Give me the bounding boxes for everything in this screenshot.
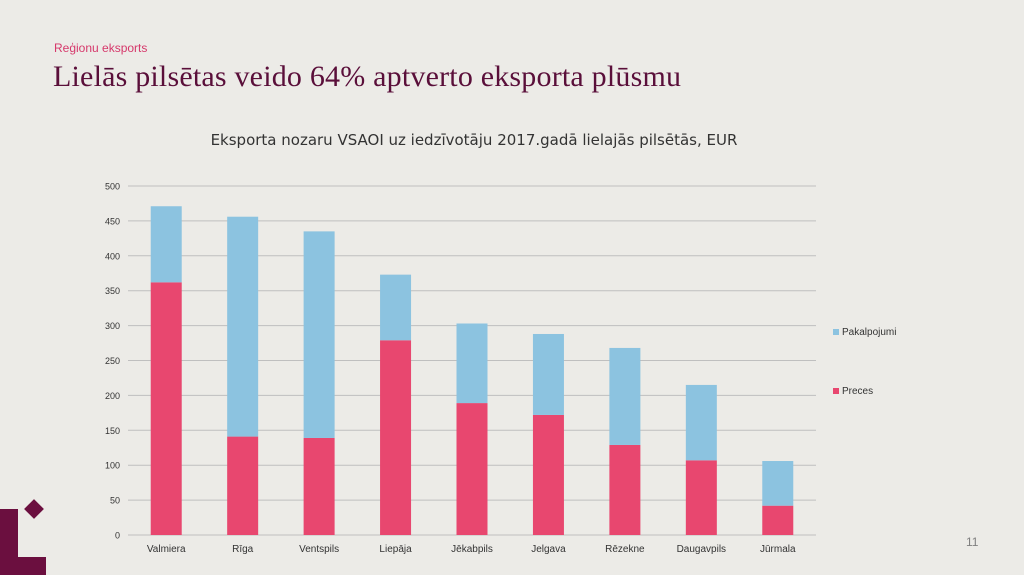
y-tick-label: 250 bbox=[105, 356, 120, 366]
bar-pakalpojumi bbox=[303, 231, 335, 438]
y-tick-label: 400 bbox=[105, 251, 120, 261]
chart-title: Eksporta nozaru VSAOI uz iedzīvotāju 201… bbox=[210, 131, 738, 149]
bar-pakalpojumi bbox=[762, 461, 794, 506]
logo-diamond bbox=[24, 499, 44, 519]
bar-pakalpojumi bbox=[227, 216, 259, 437]
bar-pakalpojumi bbox=[532, 333, 564, 415]
bar-preces bbox=[227, 436, 259, 535]
y-tick-label: 450 bbox=[105, 216, 120, 226]
x-tick-label: Liepāja bbox=[379, 544, 412, 555]
bar-pakalpojumi bbox=[380, 274, 412, 341]
section-label: Reģionu eksports bbox=[54, 41, 148, 55]
y-tick-label: 0 bbox=[115, 531, 120, 541]
logo-horizontal-bar bbox=[0, 557, 46, 575]
bar-preces bbox=[380, 340, 412, 535]
x-tick-label: Jūrmala bbox=[760, 544, 796, 555]
bar-preces bbox=[303, 437, 335, 535]
page-number: 11 bbox=[966, 535, 979, 549]
bar-pakalpojumi bbox=[609, 347, 641, 445]
legend-label-preces: Preces bbox=[842, 386, 873, 397]
legend-label-pakalpojumi: Pakalpojumi bbox=[842, 327, 896, 338]
legend-swatch-pakalpojumi bbox=[833, 329, 839, 335]
y-tick-label: 150 bbox=[105, 426, 120, 436]
bar-preces bbox=[685, 460, 717, 535]
bar-preces bbox=[150, 282, 182, 535]
x-tick-label: Daugavpils bbox=[677, 544, 726, 555]
slide-title: Lielās pilsētas veido 64% aptverto ekspo… bbox=[53, 60, 682, 93]
bar-preces bbox=[456, 403, 488, 535]
legend-swatch-preces bbox=[833, 388, 839, 394]
y-tick-label: 200 bbox=[105, 391, 120, 401]
bar-pakalpojumi bbox=[456, 323, 488, 404]
x-tick-label: Jēkabpils bbox=[451, 544, 493, 555]
y-tick-label: 350 bbox=[105, 286, 120, 296]
brand-logo-icon bbox=[0, 499, 46, 575]
bar-preces bbox=[532, 414, 564, 535]
x-tick-label: Jelgava bbox=[531, 544, 566, 555]
x-tick-label: Valmiera bbox=[147, 544, 186, 555]
bar-pakalpojumi bbox=[150, 206, 182, 283]
bar-preces bbox=[762, 505, 794, 535]
y-tick-label: 300 bbox=[105, 321, 120, 331]
x-tick-label: Rēzekne bbox=[605, 544, 645, 555]
y-tick-label: 100 bbox=[105, 461, 120, 471]
x-tick-label: Rīga bbox=[232, 544, 254, 555]
y-tick-label: 50 bbox=[110, 496, 120, 506]
y-tick-label: 500 bbox=[105, 182, 120, 192]
bar-pakalpojumi bbox=[685, 384, 717, 461]
x-tick-label: Ventspils bbox=[299, 544, 339, 555]
bar-preces bbox=[609, 444, 641, 535]
